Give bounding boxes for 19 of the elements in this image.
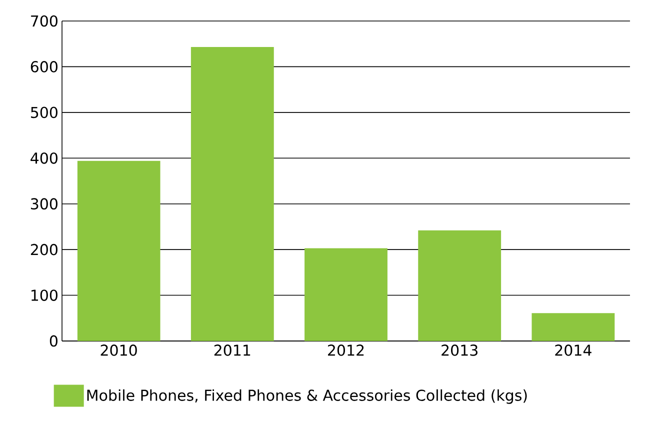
x-tick-label: 2010 bbox=[100, 344, 137, 356]
bar bbox=[532, 313, 615, 341]
y-tick-label: 0 bbox=[50, 335, 58, 347]
y-tick-label: 300 bbox=[30, 198, 58, 210]
y-tick-label: 400 bbox=[30, 152, 58, 164]
y-tick-label: 700 bbox=[31, 15, 58, 27]
y-tick-label: 600 bbox=[30, 61, 58, 72]
bar bbox=[418, 230, 502, 341]
legend-label: Mobile Phones, Fixed Phones & Accessories Collected (kgs) bbox=[87, 389, 527, 404]
y-tick-label: 100 bbox=[31, 290, 58, 301]
bar bbox=[304, 248, 388, 341]
x-tick-label: 2013 bbox=[442, 344, 478, 356]
y-tick-label: 200 bbox=[30, 244, 58, 256]
x-tick-label: 2011 bbox=[214, 344, 250, 356]
x-tick-label: 2012 bbox=[328, 344, 364, 356]
x-tick-label: 2014 bbox=[555, 344, 592, 356]
y-tick-label: 500 bbox=[31, 106, 58, 118]
bar bbox=[190, 47, 274, 341]
bar bbox=[77, 160, 160, 341]
